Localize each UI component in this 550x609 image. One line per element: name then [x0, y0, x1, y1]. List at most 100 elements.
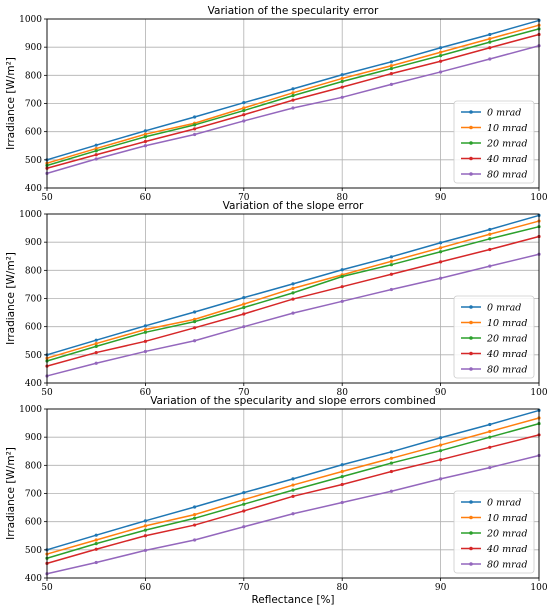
legend-entry-label: 40 mrad: [486, 544, 527, 555]
data-point: [193, 132, 197, 137]
data-point: [340, 469, 344, 474]
y-tick-label: 400: [25, 184, 42, 194]
data-point: [143, 132, 147, 136]
legend-marker: [469, 546, 473, 551]
data-point: [340, 76, 344, 81]
data-point: [389, 72, 393, 76]
legend-box: [453, 490, 535, 574]
data-point: [439, 250, 443, 254]
legend-marker: [469, 336, 473, 340]
legend-entry-label: 80 mrad: [487, 560, 527, 571]
legend: 0 mrad 10 mrad 20 mrad 40 mrad 80 mrad: [453, 295, 535, 379]
y-tick-label: 800: [25, 266, 42, 276]
data-point: [242, 525, 246, 529]
data-point: [439, 54, 443, 58]
data-point: [439, 70, 443, 74]
legend: 0 mrad 10 mrad 20 mrad 40 mrad 80 mrad: [453, 100, 535, 184]
data-point: [340, 299, 344, 303]
data-point: [143, 330, 147, 334]
x-tick-label: 100: [530, 388, 547, 398]
data-point: [242, 108, 246, 113]
data-point: [143, 327, 147, 332]
data-point: [94, 350, 98, 355]
legend-marker: [469, 515, 473, 520]
legend-entry-label: 40 mrad: [486, 349, 527, 360]
data-point: [488, 264, 492, 268]
data-point: [143, 139, 147, 144]
y-tick-label: 1000: [19, 405, 42, 415]
data-point: [143, 548, 147, 552]
data-point: [389, 489, 393, 493]
data-point: [143, 144, 147, 148]
data-point: [193, 505, 197, 509]
legend-marker: [469, 531, 473, 535]
legend-entry-label: 0 mrad: [487, 303, 521, 314]
chart-panel-1: Variation of the specularity error 50 60 70…: [5, 5, 548, 203]
x-tick-label: 50: [41, 388, 53, 398]
data-point: [488, 465, 492, 470]
legend: 0 mrad 10 mrad 20 mrad 40 mrad 80 mrad: [453, 490, 535, 574]
data-point: [94, 542, 98, 546]
legend-entry-label: 80 mrad: [487, 170, 527, 181]
data-point: [389, 255, 393, 259]
data-point: [488, 32, 492, 37]
legend-marker: [469, 305, 473, 309]
data-point: [193, 127, 197, 131]
legend-entry-label: 40 mrad: [486, 154, 527, 165]
data-point: [242, 101, 246, 105]
y-tick-label: 900: [25, 238, 42, 248]
data-point: [143, 534, 147, 538]
data-point: [242, 325, 246, 329]
y-tick-label: 500: [25, 351, 42, 361]
data-point: [94, 146, 98, 151]
data-point: [439, 241, 443, 245]
chart-panel-2: Variation of the slope error 50 60 70 80 90 10…: [5, 200, 548, 398]
data-point: [143, 524, 147, 528]
data-point: [439, 59, 443, 63]
data-point: [94, 538, 98, 542]
x-tick-label: 50: [41, 583, 53, 593]
data-point: [291, 311, 295, 315]
data-point: [94, 560, 98, 565]
data-point: [389, 82, 393, 86]
data-point: [488, 247, 492, 252]
data-point: [242, 491, 246, 495]
data-point: [143, 129, 147, 133]
legend-marker: [469, 320, 473, 325]
y-tick-label: 600: [25, 128, 42, 138]
data-point: [193, 516, 197, 520]
y-tick-label: 500: [25, 546, 42, 556]
data-point: [439, 458, 443, 462]
legend-marker: [469, 141, 473, 145]
data-point: [291, 494, 295, 498]
data-point: [439, 46, 443, 50]
data-point: [143, 135, 147, 139]
legend-entry-label: 10 mrad: [487, 513, 527, 524]
chart-title: Variation of the specularity error: [208, 5, 379, 17]
data-point: [439, 449, 443, 453]
data-point: [94, 344, 98, 348]
data-point: [193, 310, 197, 314]
data-point: [94, 157, 98, 161]
x-tick-label: 70: [238, 583, 250, 593]
y-tick-label: 600: [25, 518, 42, 528]
legend-marker: [469, 562, 473, 566]
legend-marker: [469, 367, 473, 371]
data-point: [291, 91, 295, 95]
data-point: [291, 87, 295, 91]
data-point: [340, 285, 344, 289]
data-point: [340, 463, 344, 467]
data-point: [340, 85, 344, 89]
legend-entry-label: 20 mrad: [486, 334, 527, 345]
y-tick-label: 800: [25, 71, 42, 81]
chart-title: Variation of the specularity and slope e…: [150, 395, 436, 407]
y-axis-label: Irradiance [W/m²]: [5, 252, 17, 345]
data-point: [439, 276, 443, 280]
x-tick-label: 100: [530, 583, 547, 593]
data-point: [94, 153, 98, 157]
data-point: [291, 477, 295, 481]
data-point: [340, 95, 344, 99]
legend-entry-label: 20 mrad: [486, 139, 527, 150]
legend-marker: [469, 156, 473, 161]
data-point: [291, 286, 295, 290]
